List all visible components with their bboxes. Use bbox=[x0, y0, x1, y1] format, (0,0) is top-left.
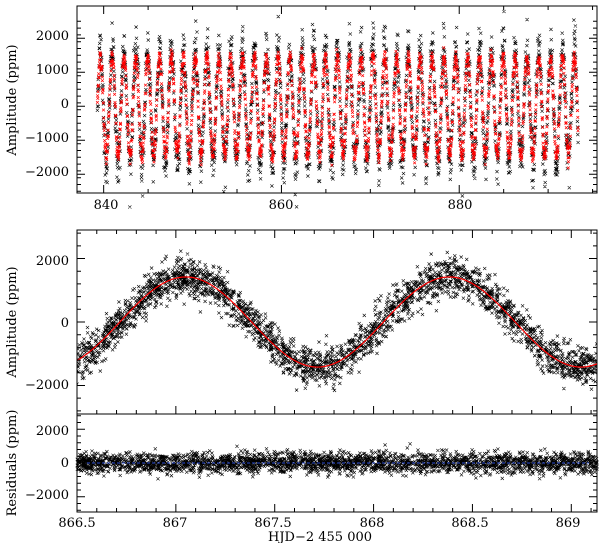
bottom-x-tick-label: 868.5 bbox=[451, 516, 488, 531]
x-axis-title: HJD−2 455 000 bbox=[268, 530, 372, 543]
top-y-tick-label: −1000 bbox=[25, 131, 69, 146]
bottom-x-tick-label: 866.5 bbox=[58, 516, 95, 531]
bottom-panel: 2000 0 −2000 866.5 867 867.5 868 868.5 8… bbox=[5, 410, 599, 543]
axis-ticks bbox=[76, 230, 597, 414]
bottom-plot-area bbox=[75, 441, 599, 481]
top-plot-area bbox=[95, 9, 580, 209]
top-y-tick-label: 1000 bbox=[36, 63, 69, 78]
top-y-tick-label: −2000 bbox=[25, 165, 69, 180]
middle-y-tick-label: −2000 bbox=[25, 378, 69, 393]
observed-points bbox=[77, 249, 597, 393]
middle-axis-ticks bbox=[76, 230, 597, 414]
top-panel: 840 860 880 2000 1000 0 −1000 −2000 Ampl… bbox=[5, 5, 598, 213]
middle-plot-area bbox=[77, 249, 597, 393]
top-y-tick-label: 0 bbox=[61, 97, 69, 112]
bottom-axis-ticks bbox=[76, 415, 597, 512]
axis-ticks bbox=[77, 6, 597, 193]
bottom-y-tick-label: −2000 bbox=[25, 488, 69, 503]
top-x-tick-label: 880 bbox=[448, 198, 473, 213]
model-curve bbox=[77, 276, 597, 368]
top-y-axis-title: Amplitude (ppm) bbox=[5, 44, 20, 156]
middle-y-tick-label: 2000 bbox=[36, 254, 69, 269]
top-x-tick-label: 840 bbox=[94, 198, 119, 213]
model-points bbox=[95, 46, 580, 170]
bottom-x-tick-label: 867.5 bbox=[254, 516, 291, 531]
top-y-tick-label: 2000 bbox=[36, 29, 69, 44]
bottom-y-tick-label: 2000 bbox=[36, 424, 69, 439]
bottom-x-tick-label: 868 bbox=[360, 516, 385, 531]
middle-panel: 2000 0 −2000 Amplitude (ppm) bbox=[5, 229, 598, 415]
axis-ticks bbox=[76, 415, 597, 512]
bottom-y-axis-title: Residuals (ppm) bbox=[5, 410, 20, 517]
residual-points bbox=[75, 441, 599, 481]
bottom-y-tick-label: 0 bbox=[61, 456, 69, 471]
middle-y-tick-label: 0 bbox=[61, 316, 69, 331]
middle-y-axis-title: Amplitude (ppm) bbox=[5, 266, 20, 378]
top-x-tick-label: 860 bbox=[269, 198, 294, 213]
bottom-x-tick-label: 869 bbox=[556, 516, 581, 531]
bottom-x-tick-label: 867 bbox=[163, 516, 188, 531]
top-axis-ticks bbox=[77, 6, 597, 193]
